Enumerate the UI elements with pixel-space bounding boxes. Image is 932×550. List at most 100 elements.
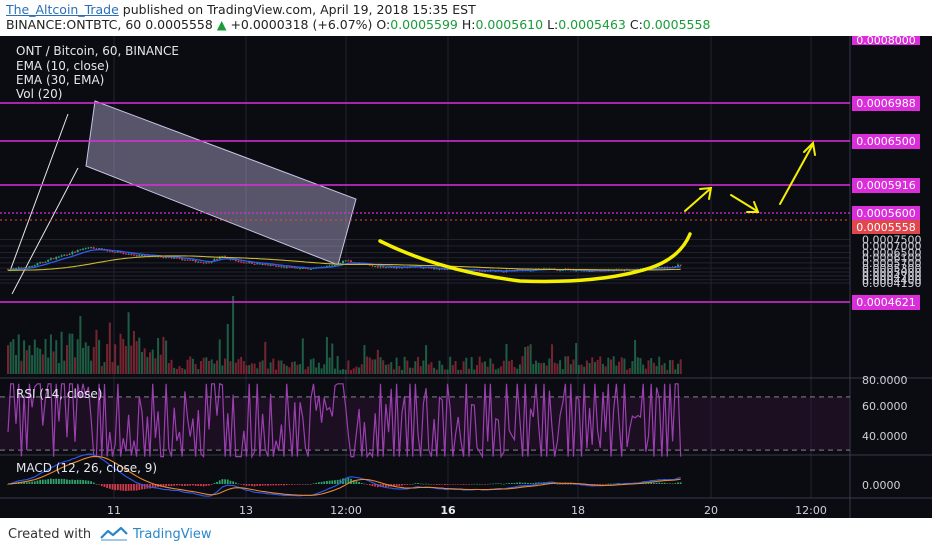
tradingview-link[interactable]: TradingView (133, 527, 212, 542)
volume-bar (183, 369, 186, 374)
macd-hist-bar (68, 479, 71, 484)
volume-bar (392, 369, 395, 374)
volume-bar (596, 359, 599, 374)
macd-hist-bar (663, 482, 666, 484)
volume-bar (489, 358, 492, 374)
volume-bar (269, 362, 272, 374)
candle-body (44, 261, 47, 263)
volume-bar (87, 345, 90, 374)
macd-hist-bar (256, 484, 259, 486)
volume-bar (122, 338, 125, 374)
volume-bar (205, 357, 208, 374)
macd-hist-bar (644, 482, 647, 484)
volume-bar (285, 365, 288, 374)
volume-bar (462, 361, 465, 374)
macd-hist-bar (291, 484, 293, 485)
volume-bar (98, 339, 101, 374)
volume-bar (644, 368, 647, 374)
volume-bar (250, 363, 253, 374)
volume-bar (658, 356, 661, 374)
volume-bar (52, 351, 55, 374)
volume-bar (189, 356, 192, 374)
candle-body (376, 266, 379, 268)
macd-hist-bar (478, 483, 481, 485)
candle-body (588, 270, 591, 272)
candle-body (422, 267, 425, 269)
level-tag-0005600: 0.0005600 (856, 207, 916, 220)
macd-hist-bar (248, 484, 251, 486)
time-axis-labels: 11 13 12:00 16 18 20 12:00 (107, 504, 827, 517)
volume-bar (634, 340, 637, 374)
volume-bar (553, 362, 556, 374)
candle-body (502, 271, 505, 273)
volume-bar (245, 365, 248, 374)
volume-bar (191, 358, 194, 374)
macd-hist-bar (430, 484, 433, 485)
macd-hist-bar (194, 484, 197, 486)
candle-body (205, 262, 208, 264)
candle-body (55, 256, 58, 260)
volume-bar (280, 360, 283, 374)
macd-hist-bar (411, 483, 414, 485)
macd-hist-bar (457, 484, 460, 485)
macd-hist-bar (328, 480, 331, 484)
volume-bar (660, 365, 663, 374)
volume-bar (224, 358, 227, 374)
macd-hist-bar (358, 481, 360, 484)
rsi-tick-40: 40.0000 (862, 430, 908, 443)
macd-hist-bar (186, 484, 189, 486)
volume-bar (577, 365, 580, 374)
volume-bar (23, 340, 26, 374)
macd-hist-bar (7, 484, 9, 485)
candle-body (63, 254, 66, 256)
volume-bar (384, 364, 387, 374)
volume-bar (414, 361, 417, 374)
volume-bar (288, 367, 291, 374)
ohlc-line: BINANCE:ONTBTC, 60 0.0005558 ▲ +0.000031… (6, 17, 710, 32)
volume-bar (339, 369, 342, 374)
chart-canvas[interactable]: 0.00075000.00070000.00065000.00061000.00… (0, 36, 932, 518)
open-label: O: (376, 17, 391, 32)
price-tick-label: 0.0006500 (862, 246, 922, 259)
volume-bar (459, 369, 462, 374)
candle-body (90, 247, 93, 249)
volume-bar (197, 369, 200, 374)
macd-hist-bar (449, 484, 452, 485)
volume-bar (441, 364, 444, 374)
candle-body (60, 255, 63, 257)
candle-body (342, 260, 344, 264)
volume-bar (135, 341, 138, 374)
macd-hist-bar (173, 484, 176, 486)
volume-bar (256, 368, 259, 374)
macd-hist-bar (205, 484, 208, 486)
volume-bar (165, 340, 168, 374)
candle-body (258, 263, 261, 265)
macd-hist-bar (125, 484, 127, 491)
candle-body (299, 268, 302, 270)
tradingview-logo-icon (99, 526, 129, 546)
vol-legend: Vol (20) (16, 87, 62, 101)
volume-bar (199, 361, 202, 374)
volume-bar (328, 357, 331, 374)
candle-body (178, 257, 181, 259)
candle-body (232, 259, 235, 261)
volume-bar (409, 367, 411, 374)
ema30-legend: EMA (30, EMA) (16, 73, 104, 87)
author-link[interactable]: The_Altcoin_Trade (6, 2, 119, 17)
volume-bar (610, 359, 612, 374)
macd-hist-bar (336, 479, 339, 484)
macd-hist-bar (141, 484, 143, 490)
volume-bar (33, 339, 36, 374)
volume-bar (17, 334, 20, 374)
macd-hist-bar (403, 484, 406, 485)
macd-hist-bar (384, 484, 387, 488)
candle-body (296, 267, 299, 269)
macd-hist-bar (355, 481, 358, 484)
candle-body (68, 254, 71, 256)
volume-bar (484, 361, 487, 374)
candle-body (248, 262, 251, 264)
macd-hist-bar (532, 483, 535, 484)
volume-bar (395, 357, 398, 374)
level-tag-0005916: 0.0005916 (856, 179, 916, 192)
level-tags: 0.0008000 0.0006988 0.0006500 0.0005916 … (852, 36, 920, 310)
